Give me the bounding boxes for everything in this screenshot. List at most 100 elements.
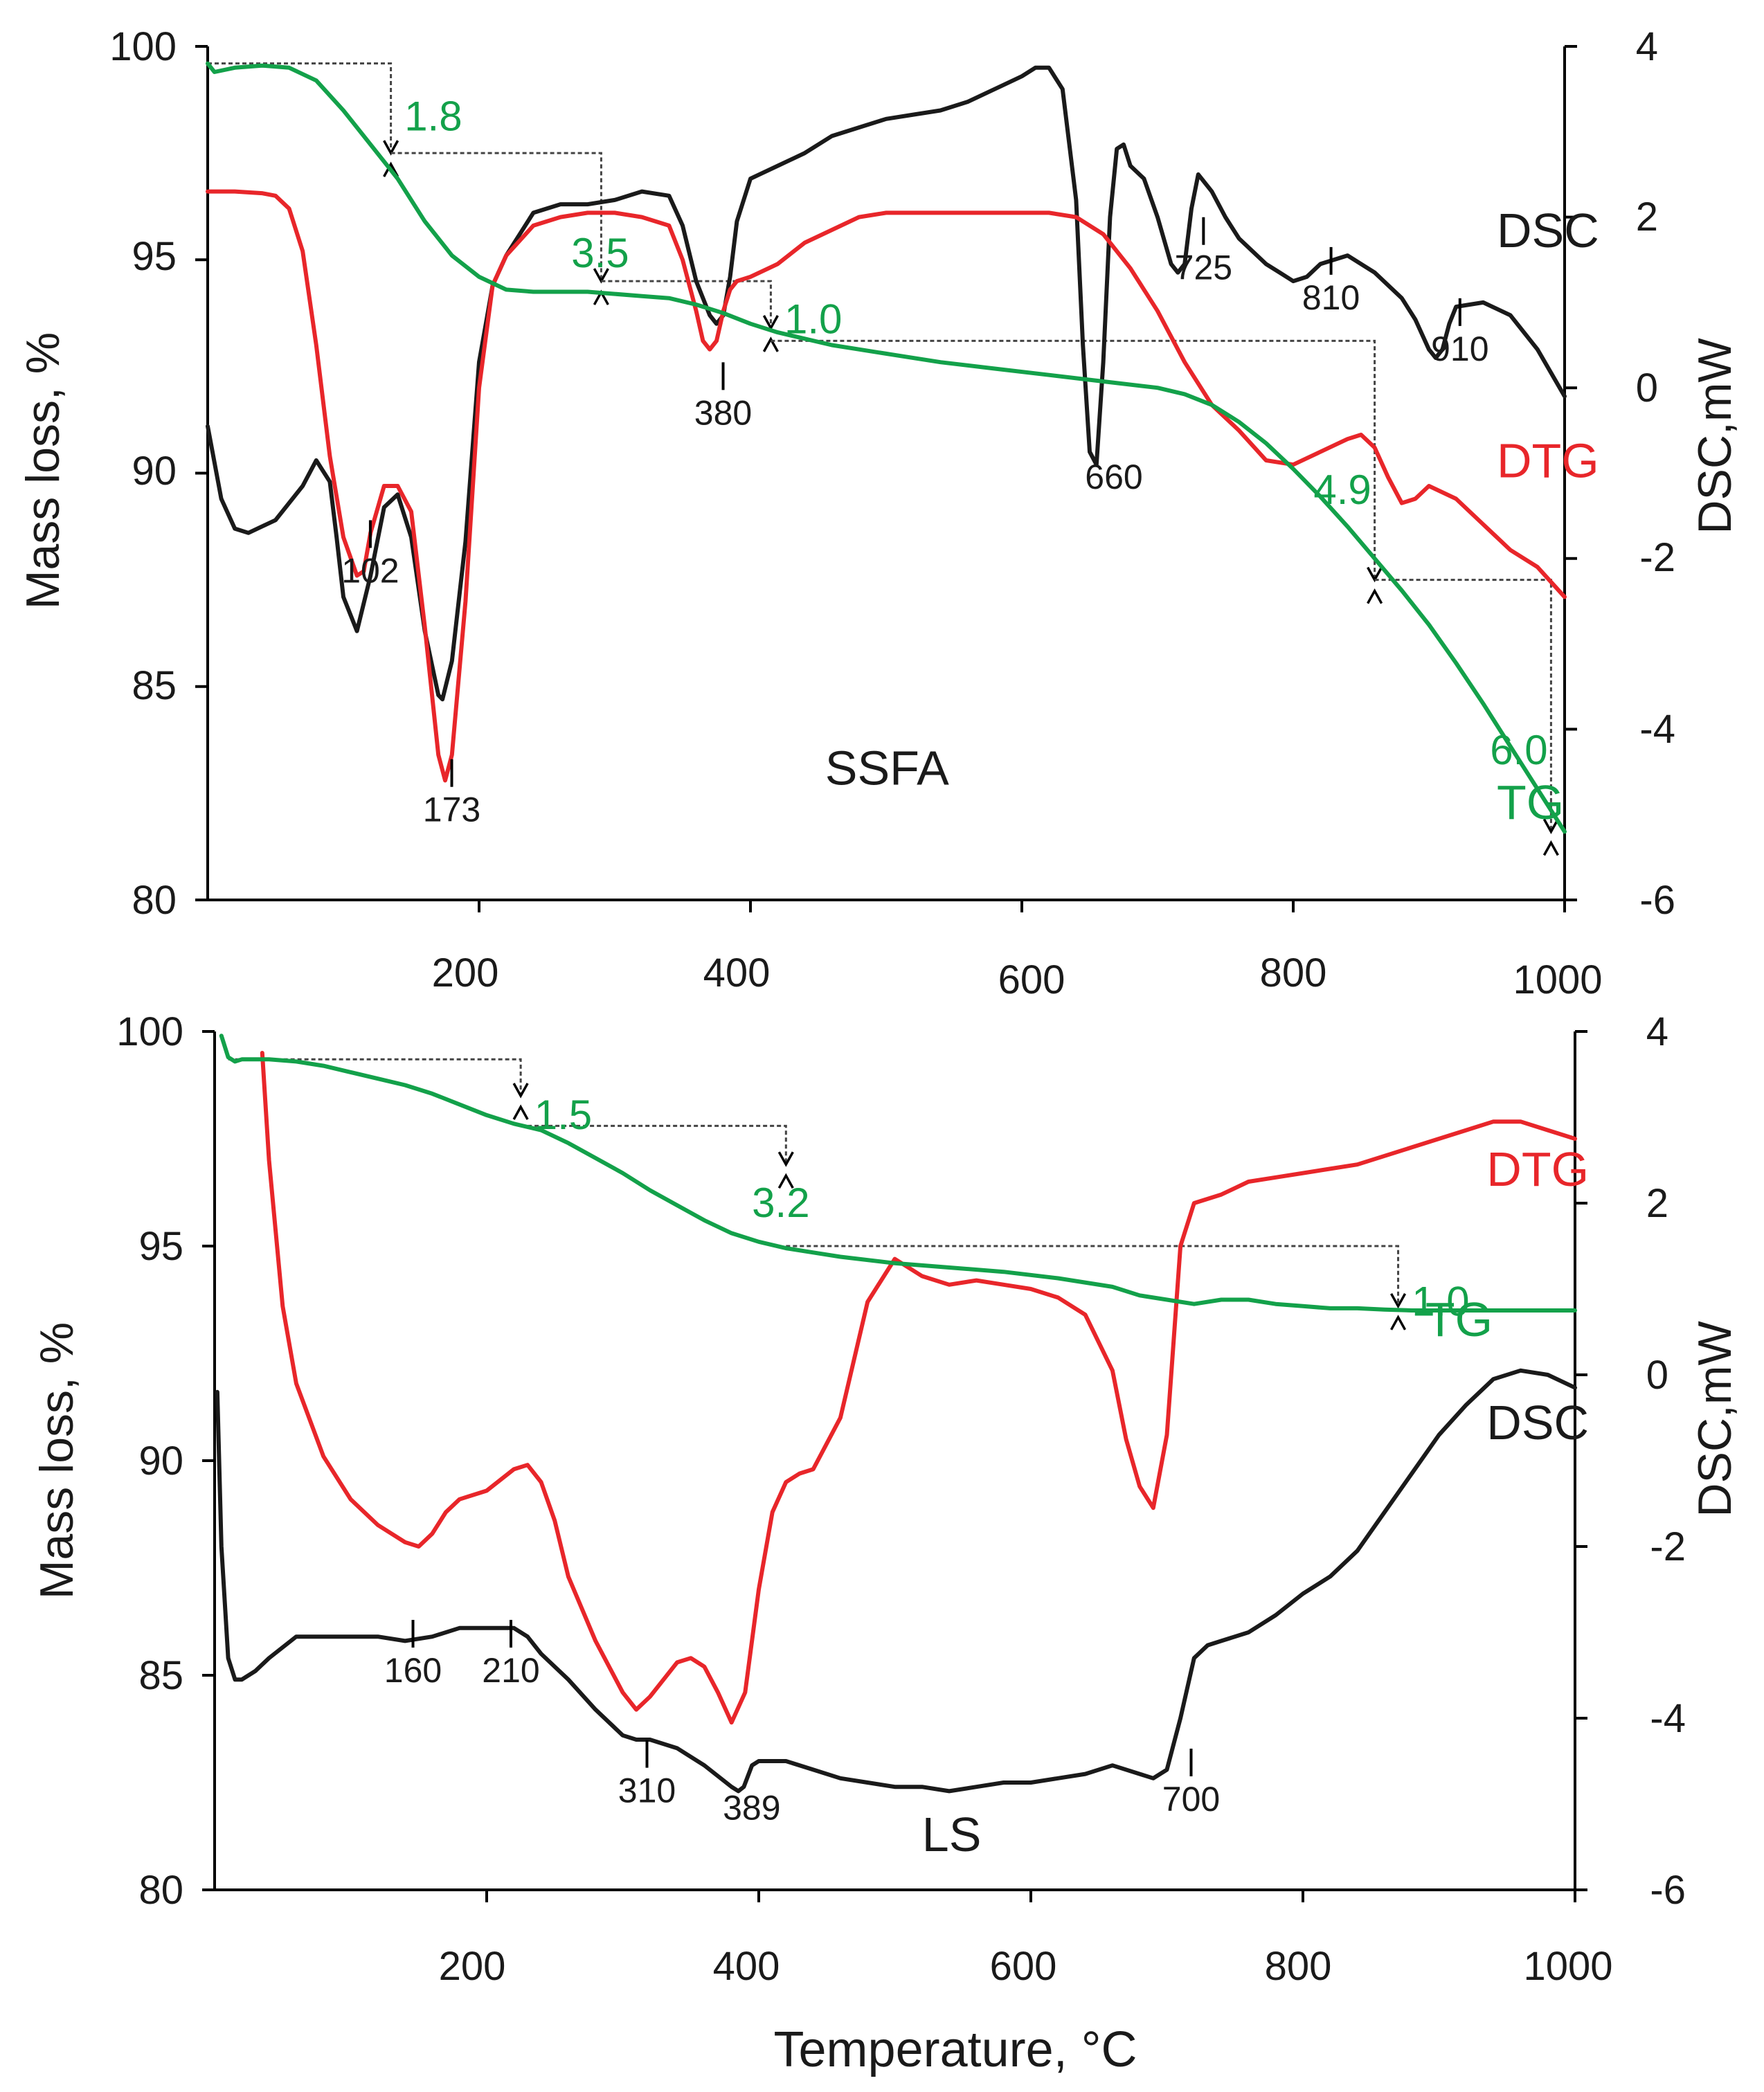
ls-x-tick-label: 600 <box>990 1944 1057 1989</box>
ls-x-tick-label: 1000 <box>1523 1944 1612 1989</box>
ssfa-left-tick-label: 100 <box>109 24 177 69</box>
ls-dtg-label: DTG <box>1486 1142 1589 1196</box>
ssfa-step-arrow-down <box>1542 818 1559 834</box>
ls-left-tick-label: 95 <box>138 1224 183 1269</box>
ls-peak-label: 310 <box>618 1771 676 1810</box>
ssfa-peak-annotations: 102 173 380 660 725 810 910 <box>341 217 1489 829</box>
ls-right-tick-label: 2 <box>1646 1181 1668 1226</box>
ssfa-left-tick-label: 95 <box>132 234 177 279</box>
ls-chart: 80 85 90 95 100 -6 -4 -2 0 2 4 200 400 6… <box>30 1009 1741 2077</box>
ssfa-step-guides <box>208 62 1559 856</box>
ls-curve-labels: 1.5 3.2 1.0 DSC DTG TG LS <box>534 1092 1589 1861</box>
ls-x-tick-labels: 200 400 600 800 1000 <box>439 1944 1613 1989</box>
ssfa-step-guide <box>208 62 393 154</box>
ls-step-label: 1.5 <box>534 1092 592 1138</box>
ssfa-left-tick-label: 80 <box>132 878 177 923</box>
ssfa-x-tick-label: 800 <box>1260 950 1327 995</box>
ssfa-right-tick-label: 0 <box>1636 366 1658 411</box>
ls-right-tick-labels: -6 -4 -2 0 2 4 <box>1646 1009 1686 1913</box>
ls-dsc-label: DSC <box>1486 1396 1589 1450</box>
ls-right-tick-label: -2 <box>1650 1524 1686 1569</box>
ssfa-x-tick-label: 1000 <box>1513 957 1602 1002</box>
ssfa-dtg-curve <box>206 189 1567 783</box>
ls-right-tick-label: -6 <box>1650 1868 1686 1913</box>
ssfa-x-tick-labels: 200 400 600 800 1000 <box>432 950 1603 1002</box>
ls-series-group <box>215 1034 1577 1794</box>
ssfa-step-guide <box>601 280 772 328</box>
ssfa-step-label: 6.0 <box>1490 727 1547 773</box>
ls-step-arrow-down <box>512 1083 529 1099</box>
ssfa-right-tick-label: -4 <box>1639 707 1675 752</box>
ssfa-peak-label: 102 <box>341 551 399 590</box>
ssfa-sample-label: SSFA <box>825 741 949 795</box>
ls-left-tick-label: 85 <box>138 1653 183 1698</box>
ssfa-peak-label: 660 <box>1085 458 1142 496</box>
ssfa-tick-marks <box>195 45 1577 912</box>
ssfa-peak-label: 380 <box>694 393 752 432</box>
ssfa-right-tick-label: -2 <box>1639 535 1675 580</box>
ls-step-guides <box>228 1058 1407 1331</box>
ssfa-step-arrow-up <box>1542 840 1559 856</box>
ssfa-step-label: 1.0 <box>784 296 842 343</box>
ssfa-x-tick-label: 600 <box>998 957 1065 1002</box>
ssfa-right-tick-label: 2 <box>1636 195 1658 240</box>
ls-left-tick-label: 90 <box>138 1439 183 1484</box>
ls-peak-label: 700 <box>1162 1780 1220 1819</box>
ls-peak-annotations: 160 210 310 389 700 <box>384 1620 1220 1827</box>
ssfa-peak-label: 810 <box>1302 278 1360 317</box>
ssfa-tg-curve <box>206 61 1567 834</box>
ls-step-arrow-down <box>1390 1292 1407 1309</box>
ls-step-arrow-down <box>777 1151 794 1167</box>
ssfa-step-label: 1.8 <box>404 93 462 140</box>
ls-tg-curve <box>219 1034 1577 1313</box>
ls-peak-label: 160 <box>384 1651 442 1690</box>
ssfa-dtg-label: DTG <box>1497 434 1599 488</box>
ls-step-arrow-up <box>1390 1315 1407 1331</box>
ls-sample-label: LS <box>922 1807 982 1861</box>
ssfa-dsc-curve <box>206 65 1567 702</box>
ls-x-axis-title: Temperature, °C <box>774 2022 1137 2077</box>
ssfa-left-axis-title: Mass loss, % <box>17 332 69 610</box>
ssfa-peak-label: 910 <box>1431 330 1488 368</box>
ls-x-tick-label: 400 <box>713 1944 780 1989</box>
ls-peak-label: 210 <box>482 1651 539 1690</box>
ssfa-step-arrow-up <box>1367 588 1383 604</box>
ls-step-label: 3.2 <box>752 1180 809 1226</box>
ls-right-tick-label: -4 <box>1650 1696 1686 1741</box>
ls-step-arrow-up <box>512 1104 529 1120</box>
ssfa-step-label: 3.5 <box>571 230 629 276</box>
ssfa-dsc-label: DSC <box>1497 204 1599 258</box>
ssfa-right-axis-title: DSC,mW <box>1689 338 1741 534</box>
ls-dsc-curve <box>215 1368 1577 1794</box>
ls-tick-marks <box>202 1030 1587 1902</box>
ssfa-step-guide <box>771 339 1376 580</box>
ssfa-left-tick-label: 90 <box>132 449 177 494</box>
ls-left-tick-label: 100 <box>116 1009 183 1054</box>
ls-step-label: 1.0 <box>1412 1279 1469 1325</box>
ssfa-chart: 80 85 90 95 100 -6 -4 -2 0 2 4 200 400 6… <box>17 24 1741 1002</box>
ssfa-tg-label: TG <box>1497 775 1564 829</box>
ssfa-right-tick-labels: -6 -4 -2 0 2 4 <box>1636 24 1675 923</box>
ssfa-step-guide <box>390 152 602 282</box>
ssfa-peak-label: 725 <box>1175 249 1232 287</box>
ssfa-right-tick-label: -6 <box>1639 878 1675 923</box>
ssfa-left-tick-labels: 80 85 90 95 100 <box>109 24 177 923</box>
ssfa-x-tick-label: 200 <box>432 950 499 995</box>
ls-x-tick-label: 800 <box>1265 1944 1332 1989</box>
ls-step-guide <box>521 1124 787 1165</box>
ssfa-step-arrow-up <box>383 161 399 177</box>
ssfa-left-tick-label: 85 <box>132 663 177 708</box>
ssfa-peak-label: 173 <box>423 791 480 829</box>
ls-step-guide <box>228 1058 522 1096</box>
ls-peak-label: 389 <box>723 1788 780 1827</box>
ls-x-tick-label: 200 <box>439 1944 506 1989</box>
ls-tg-label: TG <box>1425 1292 1493 1346</box>
ssfa-step-arrow-up <box>762 336 779 352</box>
ssfa-step-label: 4.9 <box>1313 467 1371 513</box>
ssfa-right-tick-label: 4 <box>1636 24 1658 69</box>
ls-dtg-curve <box>260 1051 1577 1725</box>
ls-left-tick-label: 80 <box>138 1868 183 1913</box>
ls-right-axis-title: DSC,mW <box>1689 1321 1741 1517</box>
ls-step-arrow-up <box>777 1173 794 1189</box>
